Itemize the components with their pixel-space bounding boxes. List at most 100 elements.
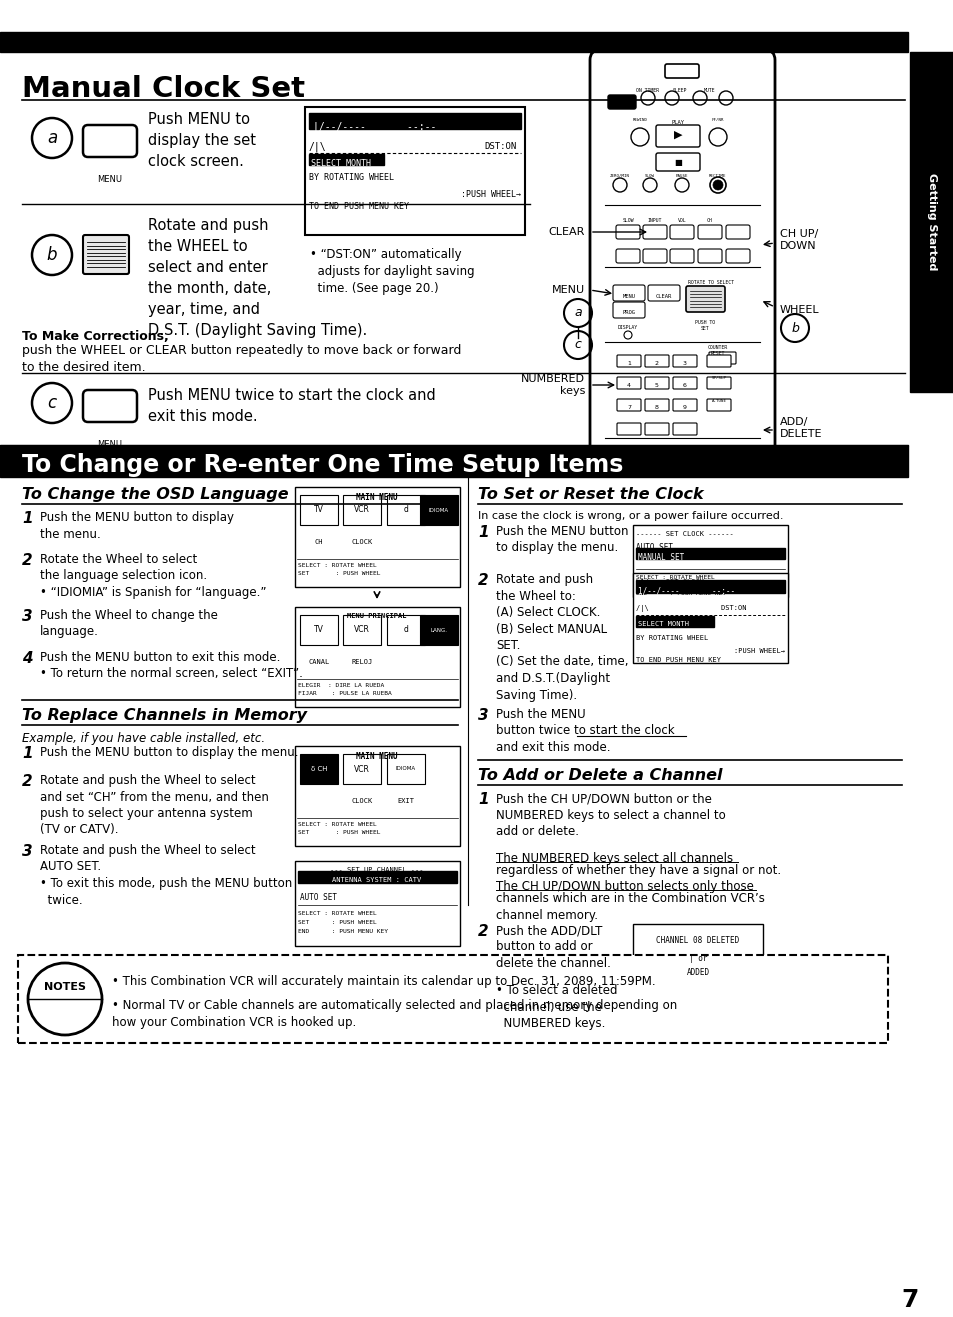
Text: ON TIMER: ON TIMER (636, 88, 659, 94)
FancyBboxPatch shape (725, 249, 749, 263)
Text: Getting Started: Getting Started (926, 174, 936, 271)
FancyBboxPatch shape (685, 286, 724, 312)
Text: • Normal TV or Cable channels are automatically selected and placed in memory de: • Normal TV or Cable channels are automa… (112, 1000, 677, 1029)
Text: Push MENU twice to start the clock and
exit this mode.: Push MENU twice to start the clock and e… (148, 389, 436, 424)
Text: 3: 3 (22, 608, 32, 624)
Text: MENU PRINCIPAL: MENU PRINCIPAL (347, 612, 406, 619)
Text: To Replace Channels in Memory: To Replace Channels in Memory (22, 709, 307, 723)
Text: PLAY: PLAY (671, 120, 684, 125)
Bar (909, 51, 953, 392)
Bar (343, 755, 380, 784)
Text: CHANNEL 08 DELETED: CHANNEL 08 DELETED (656, 936, 739, 946)
Text: BY ROTATING WHEEL: BY ROTATING WHEEL (309, 173, 394, 182)
FancyBboxPatch shape (83, 125, 137, 157)
Text: Rotate and push
the WHEEL to
select and enter
the month, date,
year, time, and
D: Rotate and push the WHEEL to select and … (148, 219, 367, 338)
Text: 1: 1 (626, 361, 630, 366)
Text: b: b (47, 246, 57, 263)
Text: • “DST:ON” automatically
  adjusts for daylight saving
  time. (See page 20.): • “DST:ON” automatically adjusts for day… (310, 248, 475, 295)
Text: TO END PUSH MENU KEY: TO END PUSH MENU KEY (309, 202, 409, 211)
Text: ADDED: ADDED (686, 968, 709, 977)
Text: Example, if you have cable installed, etc.: Example, if you have cable installed, et… (22, 732, 265, 745)
FancyBboxPatch shape (644, 423, 668, 435)
Text: SALIR: SALIR (428, 658, 449, 665)
Bar (636, 616, 713, 627)
FancyBboxPatch shape (664, 65, 699, 78)
FancyBboxPatch shape (706, 399, 730, 411)
Text: CH: CH (314, 539, 323, 545)
FancyBboxPatch shape (698, 225, 721, 238)
Bar (0, 445, 907, 477)
FancyBboxPatch shape (644, 399, 668, 411)
Text: RECTIME: RECTIME (708, 174, 726, 178)
Text: SELECT : ROTATE WHEEL: SELECT : ROTATE WHEEL (297, 822, 376, 827)
FancyBboxPatch shape (669, 249, 693, 263)
FancyBboxPatch shape (644, 377, 668, 389)
Text: VCR: VCR (354, 626, 370, 635)
Text: d: d (403, 506, 408, 515)
Bar (294, 607, 459, 707)
FancyBboxPatch shape (616, 249, 639, 263)
FancyBboxPatch shape (708, 352, 735, 363)
Text: 3: 3 (477, 709, 488, 723)
Text: LANG.: LANG. (430, 627, 447, 632)
Bar (294, 861, 459, 946)
Text: The NUMBERED keys select all channels: The NUMBERED keys select all channels (496, 852, 732, 865)
Text: 2: 2 (477, 925, 488, 939)
Bar (0, 32, 907, 51)
Bar (299, 495, 337, 525)
Text: Manual Clock Set: Manual Clock Set (22, 75, 305, 103)
Bar (387, 615, 424, 645)
Text: 1: 1 (477, 792, 488, 807)
Text: TO END PUSH MENU KEY: TO END PUSH MENU KEY (636, 657, 720, 662)
Text: a: a (574, 307, 581, 320)
Bar (419, 615, 457, 645)
Text: ------ SET CLOCK ------: ------ SET CLOCK ------ (636, 531, 733, 537)
Circle shape (712, 180, 722, 190)
Text: TV: TV (314, 506, 324, 515)
Bar (305, 107, 524, 234)
FancyBboxPatch shape (616, 225, 639, 238)
FancyBboxPatch shape (617, 377, 640, 389)
Text: FIJAR    : PULSE LA RUEBA: FIJAR : PULSE LA RUEBA (297, 691, 392, 695)
Text: CH: CH (706, 219, 712, 223)
Bar (387, 755, 424, 784)
Text: The CH UP/DOWN button selects only those: The CH UP/DOWN button selects only those (496, 880, 753, 893)
Text: • This Combination VCR will accurately maintain its calendar up to Dec. 31, 2089: • This Combination VCR will accurately m… (112, 975, 655, 988)
Text: b: b (790, 321, 798, 335)
Text: SELECT : ROTATE WHEEL: SELECT : ROTATE WHEEL (297, 562, 376, 568)
Text: ELEGIR  : DIRE LA RUEDA: ELEGIR : DIRE LA RUEDA (297, 684, 384, 687)
Text: To Change or Re-enter One Time Setup Items: To Change or Re-enter One Time Setup Ite… (22, 453, 622, 477)
Text: 4: 4 (626, 383, 630, 389)
Text: SELECT MONTH: SELECT MONTH (638, 622, 688, 627)
Bar (294, 487, 459, 587)
Text: regardless of whether they have a signal or not.: regardless of whether they have a signal… (496, 864, 781, 877)
Text: SLEEP: SLEEP (672, 88, 686, 94)
Text: Push the CH UP/DOWN button or the
NUMBERED keys to select a channel to
add or de: Push the CH UP/DOWN button or the NUMBER… (496, 792, 725, 838)
Text: CLOCK: CLOCK (351, 798, 373, 803)
Text: d: d (403, 626, 408, 635)
Text: a: a (47, 129, 57, 148)
Text: NOTES: NOTES (44, 982, 86, 992)
Text: 7: 7 (901, 1288, 918, 1312)
FancyBboxPatch shape (617, 399, 640, 411)
Text: \1/... SET CLOCK - - - - - -: \1/... SET CLOCK - - - - - - (309, 112, 449, 121)
Text: EXIT: EXIT (397, 798, 414, 803)
Bar (387, 495, 424, 525)
Bar (343, 495, 380, 525)
Text: MAIN MENU: MAIN MENU (355, 493, 397, 502)
Text: CH: CH (314, 798, 323, 803)
Text: TV: TV (314, 626, 324, 635)
Text: CH UP/
DOWN: CH UP/ DOWN (780, 229, 818, 252)
Text: --- SET UP CHANNEL ---: --- SET UP CHANNEL --- (330, 867, 423, 873)
Text: SP/SLP: SP/SLP (711, 375, 726, 381)
Text: channels which are in the Combination VCR’s
channel memory.: channels which are in the Combination VC… (496, 892, 764, 922)
Text: PROG: PROG (622, 309, 635, 315)
FancyBboxPatch shape (647, 284, 679, 302)
Bar (419, 495, 457, 525)
Text: Rotate and push the Wheel to select
AUTO SET.
• To exit this mode, push the MENU: Rotate and push the Wheel to select AUTO… (40, 844, 292, 906)
Text: VCR: VCR (354, 506, 370, 515)
Text: REWIND: REWIND (632, 119, 647, 122)
Text: /|\                 DST:ON: /|\ DST:ON (636, 605, 745, 612)
Text: PUSH TO
SET: PUSH TO SET (694, 320, 715, 331)
FancyBboxPatch shape (698, 249, 721, 263)
